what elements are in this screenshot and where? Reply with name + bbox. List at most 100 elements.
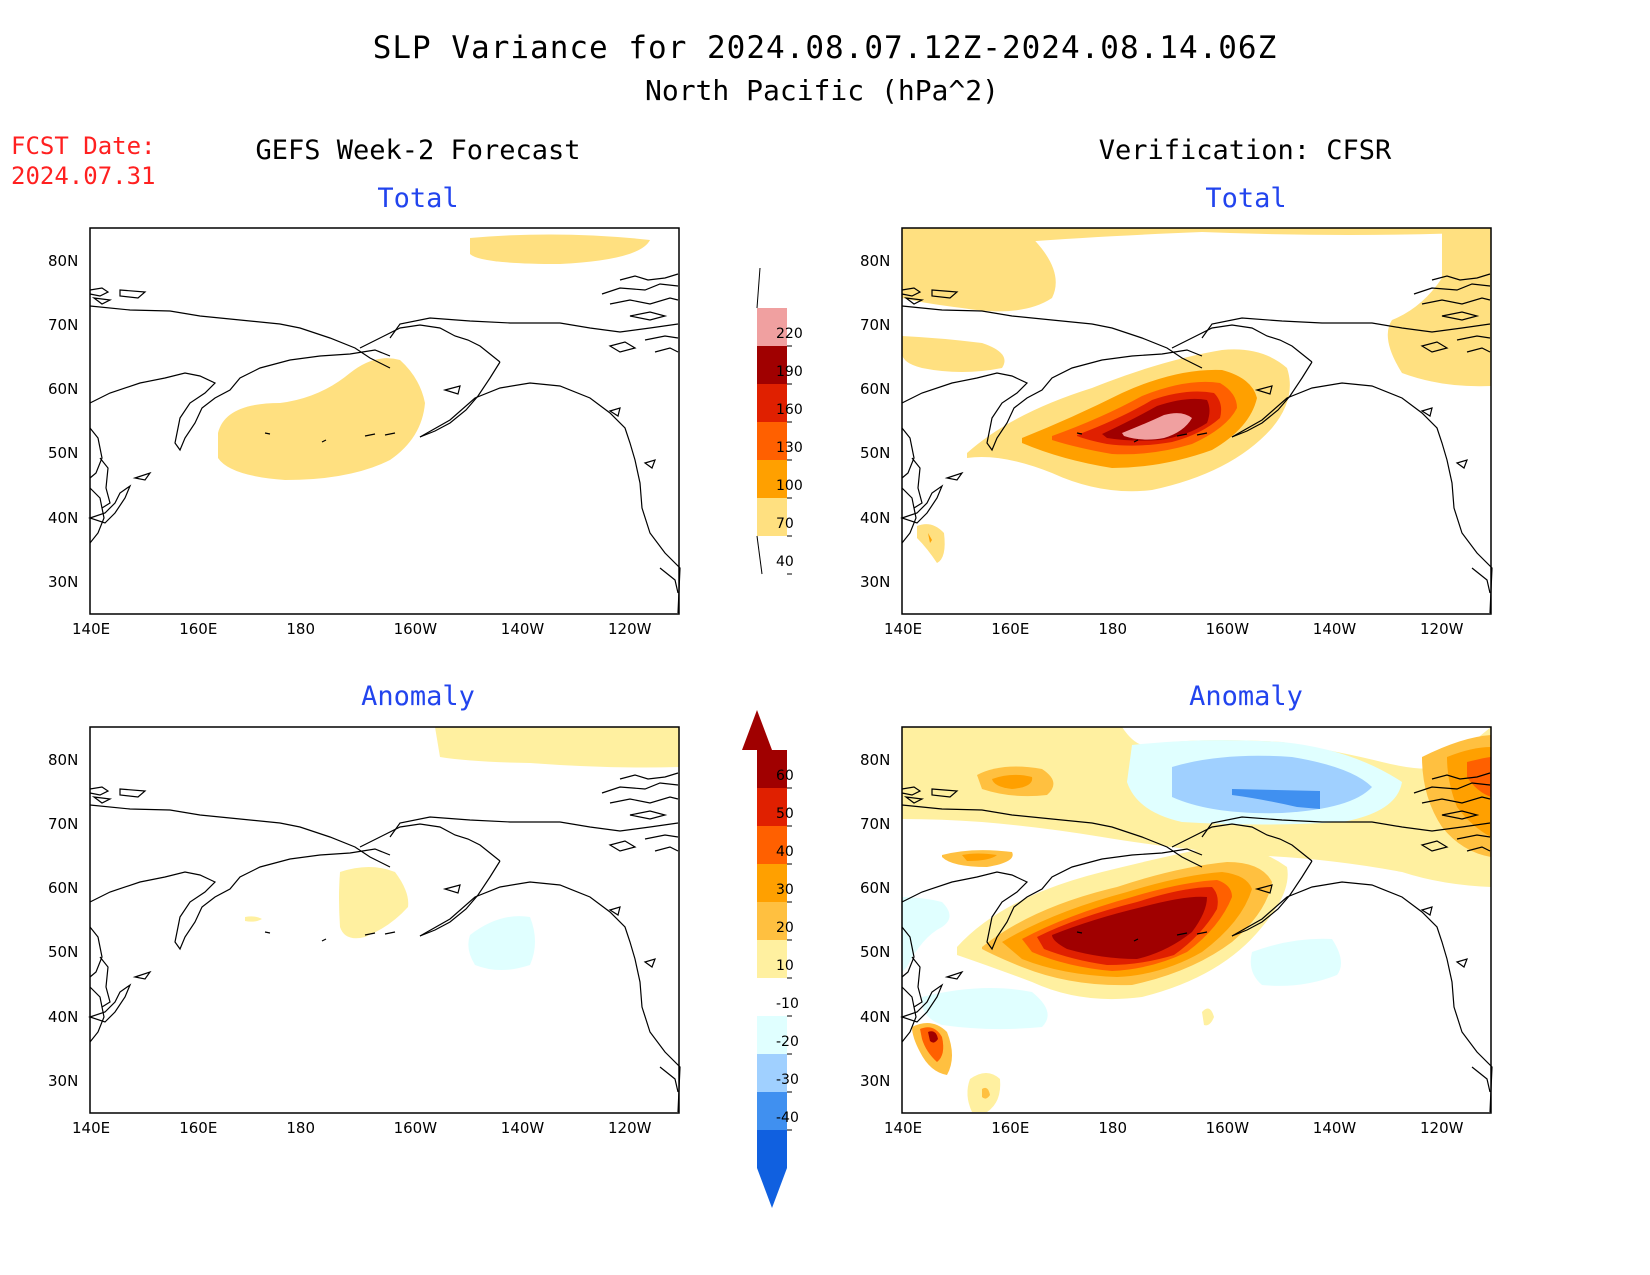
lat-tick-label: 50N	[48, 943, 79, 961]
lat-tick-label: 40N	[860, 509, 891, 527]
lon-tick-label: 180	[286, 1119, 316, 1137]
contour-fill-minus10-minus20	[921, 988, 1048, 1030]
colorbar-segment	[757, 1130, 787, 1168]
colorbar-level-label: 40	[776, 844, 794, 860]
lat-tick-label: 70N	[48, 316, 79, 334]
map-frame	[901, 726, 1492, 1114]
lon-tick-label: 140E	[884, 620, 923, 638]
contour-fill-minus30-minus40	[1232, 789, 1320, 809]
page-title: SLP Variance for 2024.08.07.12Z-2024.08.…	[372, 30, 1278, 66]
lon-tick-label: 140E	[884, 1119, 923, 1137]
map-frame	[89, 726, 680, 1114]
coastline	[89, 772, 681, 1113]
lon-tick-label: 160W	[393, 1119, 438, 1137]
lon-tick-label: 140E	[72, 1119, 111, 1137]
colorbar-segment	[757, 460, 787, 498]
colorbar-segment	[757, 1054, 787, 1092]
colorbar-level-label: 10	[776, 958, 794, 974]
colorbar-segment	[757, 1016, 787, 1054]
lat-tick-label: 70N	[860, 316, 891, 334]
colorbar-level-label: 100	[776, 478, 803, 494]
fcst-date-label: FCST Date:	[11, 132, 156, 160]
verif-anomaly-title: Anomaly	[1189, 681, 1303, 712]
colorbar-level-label: 130	[776, 440, 803, 456]
colorbar-segment	[757, 750, 787, 788]
colorbar-segment	[757, 902, 787, 940]
lon-tick-label: 160W	[1205, 620, 1250, 638]
lon-tick-label: 160E	[179, 620, 218, 638]
contour-fill-40-70	[1022, 228, 1491, 242]
lon-tick-label: 120W	[607, 620, 652, 638]
contour-fill-60-plus	[1052, 896, 1207, 959]
contour-fill-minus20-minus30	[1172, 755, 1372, 814]
lat-tick-label: 60N	[48, 879, 79, 897]
lon-tick-label: 180	[286, 620, 316, 638]
lat-tick-label: 80N	[48, 252, 79, 270]
contour-fill-60-plus	[928, 1031, 938, 1043]
colorbar-level-label: 160	[776, 402, 803, 418]
lon-tick-label: 180	[1098, 620, 1128, 638]
colorbar-triangle-top	[742, 710, 772, 750]
lon-tick-label: 140W	[500, 620, 545, 638]
lat-tick-label: 30N	[48, 573, 79, 591]
colorbar-level-label: 70	[776, 516, 794, 532]
lat-tick-label: 30N	[48, 1072, 79, 1090]
colorbar-level-label: 50	[776, 806, 794, 822]
colorbar-level-label: -40	[776, 1110, 799, 1126]
colorbar-level-label: 60	[776, 768, 794, 784]
lat-tick-label: 70N	[48, 815, 79, 833]
lon-tick-label: 160W	[393, 620, 438, 638]
lat-tick-label: 40N	[860, 1008, 891, 1026]
forecast-total-map	[89, 227, 681, 615]
colorbar-segment	[757, 978, 787, 1016]
map-frame	[901, 227, 1492, 615]
forecast-column-title: GEFS Week-2 Forecast	[255, 135, 581, 166]
colorbar-segment	[757, 1092, 787, 1130]
colorbar-segment	[757, 346, 787, 384]
colorbar-level-label: 220	[776, 326, 803, 342]
lat-tick-label: 30N	[860, 1072, 891, 1090]
contour-fill-10-20	[339, 867, 409, 939]
lat-tick-label: 40N	[48, 1008, 79, 1026]
contour-fill-20-30	[982, 1087, 990, 1099]
lon-tick-label: 160E	[991, 620, 1030, 638]
contour-fill-30-40	[962, 853, 997, 861]
lon-tick-label: 160E	[179, 1119, 218, 1137]
contour-fill-minus10-minus20	[1250, 938, 1341, 986]
contour-fill-10-20	[1202, 1008, 1214, 1026]
contour-fill-40-70	[917, 524, 945, 563]
colorbar-segment	[757, 826, 787, 864]
colorbar-segment	[757, 422, 787, 460]
lat-tick-label: 50N	[48, 444, 79, 462]
forecast-anomaly-map	[89, 726, 681, 1114]
lat-tick-label: 40N	[48, 509, 79, 527]
lon-tick-label: 140E	[72, 620, 111, 638]
contour-fill-40-70	[902, 336, 1005, 372]
contour-fill-minus10-minus20	[902, 897, 950, 972]
colorbar-tip-bottom	[756, 535, 763, 575]
lat-tick-label: 50N	[860, 943, 891, 961]
colorbar-tip-top	[756, 267, 761, 309]
page-subtitle: North Pacific (hPa^2)	[644, 74, 999, 107]
colorbar-segment	[757, 308, 787, 346]
contour-fill-40-70	[218, 358, 425, 480]
colorbar-level-label: 40	[776, 554, 794, 570]
lon-tick-label: 160E	[991, 1119, 1030, 1137]
contour-fill-40-70	[1387, 228, 1491, 387]
verif-total-map	[901, 227, 1493, 615]
lon-tick-label: 140W	[1312, 620, 1357, 638]
colorbar-segment	[757, 788, 787, 826]
lat-tick-label: 80N	[860, 252, 891, 270]
contour-fill-40-50	[920, 1027, 944, 1062]
contour-fill-40-70	[470, 234, 650, 264]
lon-tick-label: 180	[1098, 1119, 1128, 1137]
contour-fill-10-20	[245, 916, 262, 922]
colorbar-segment	[757, 864, 787, 902]
colorbar-level-label: 20	[776, 920, 794, 936]
fcst-date-value: 2024.07.31	[11, 162, 156, 190]
contour-fill-70-100	[928, 533, 932, 543]
lat-tick-label: 50N	[860, 444, 891, 462]
verif-anomaly-map	[901, 726, 1493, 1114]
contour-fill-10-20	[435, 727, 679, 768]
lat-tick-label: 30N	[860, 573, 891, 591]
